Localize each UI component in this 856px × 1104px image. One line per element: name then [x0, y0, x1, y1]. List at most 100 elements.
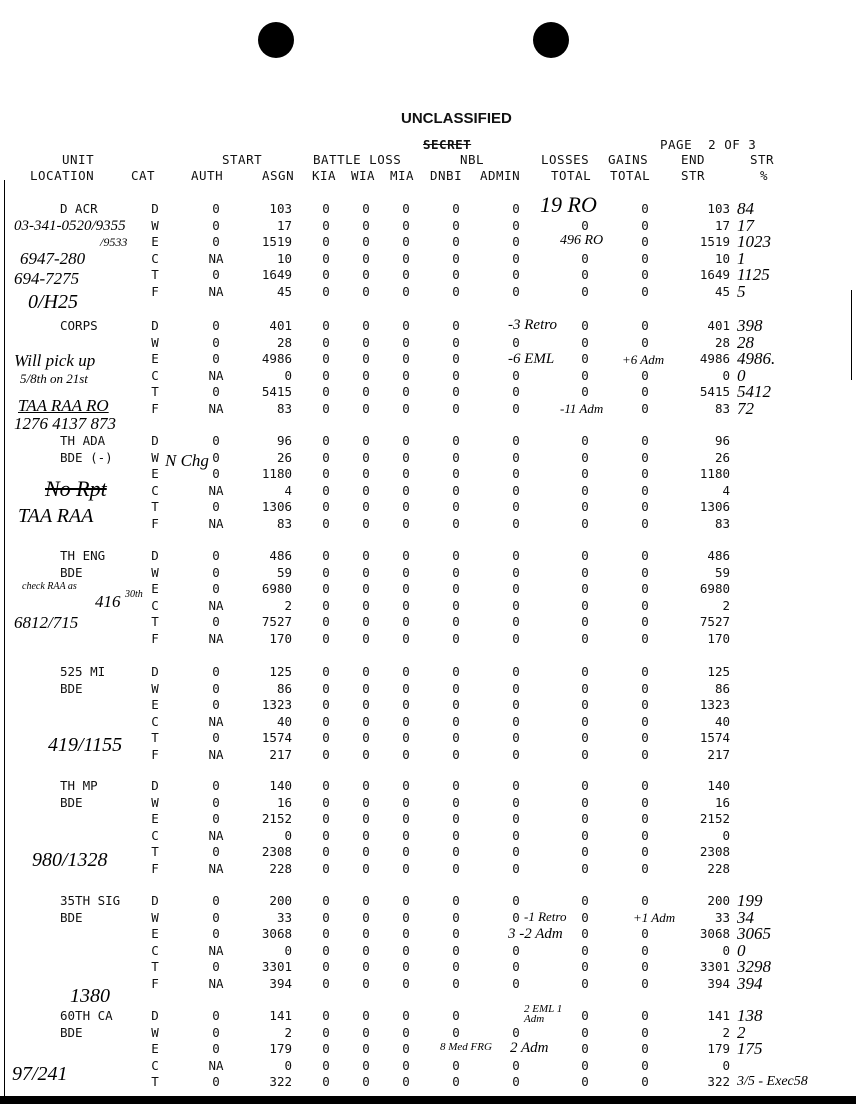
- cell-dnbi: 0: [452, 730, 460, 746]
- cell-asgn: 6980: [261, 581, 292, 597]
- cell-wia: 0: [362, 217, 370, 233]
- cell-kia: 0: [322, 548, 330, 563]
- cell-losses-total: 0: [581, 664, 589, 679]
- cell-kia: 0: [322, 747, 330, 762]
- cell-asgn: 200: [269, 893, 292, 908]
- header-gains: GAINS: [608, 152, 649, 167]
- cell-kia: 0: [322, 217, 330, 233]
- cell-mia: 0: [402, 284, 410, 299]
- handwritten-note: 3 -2 Adm: [508, 926, 563, 942]
- cell-losses-total: 0: [581, 499, 589, 515]
- cell-dnbi: 0: [452, 334, 460, 350]
- cell-auth: 0: [212, 1024, 220, 1040]
- cell-kia: 0: [322, 401, 330, 416]
- cell-admin: 0: [512, 597, 520, 613]
- cell-losses-total: 0: [581, 548, 589, 563]
- cell-mia: 0: [402, 730, 410, 746]
- handwritten-note: 03-341-0520/9355: [14, 218, 126, 234]
- cell-end-str: 1574: [699, 730, 730, 746]
- cell-end-str: 2: [722, 1024, 730, 1040]
- cell-gains-total: 0: [641, 334, 649, 350]
- cell-mia: 0: [402, 680, 410, 696]
- cell-cat: C: [151, 597, 159, 613]
- cell-end-str: 1180: [699, 466, 730, 482]
- cell-kia: 0: [322, 959, 330, 975]
- handwritten-str-value: 72: [737, 399, 754, 418]
- cell-wia: 0: [362, 597, 370, 613]
- cell-losses-total: 0: [581, 433, 589, 448]
- cell-kia: 0: [322, 1041, 330, 1057]
- cell-end-str: 4986: [699, 351, 730, 367]
- cell-losses-total: 0: [581, 1057, 589, 1073]
- cell-kia: 0: [322, 284, 330, 299]
- unit-name: D ACR: [60, 201, 98, 216]
- handwritten-note: 419/1155: [48, 734, 123, 756]
- cell-auth: NA: [208, 401, 224, 416]
- handwritten-str-value: 3/5 - Exec58: [737, 1074, 808, 1090]
- header-wia: WIA: [351, 168, 376, 183]
- cell-wia: 0: [362, 351, 370, 367]
- page-edge-line: [4, 180, 5, 1100]
- handwritten-str-value: 1023: [737, 232, 771, 252]
- cell-asgn: 28: [276, 334, 292, 350]
- cell-end-str: 394: [707, 976, 730, 991]
- cell-losses-total: 0: [581, 318, 589, 333]
- cell-kia: 0: [322, 482, 330, 498]
- cell-cat: C: [151, 250, 159, 266]
- cell-mia: 0: [402, 564, 410, 580]
- cell-end-str: 401: [707, 318, 730, 333]
- cell-kia: 0: [322, 201, 330, 216]
- cell-gains-total: 0: [641, 267, 649, 283]
- cell-cat: F: [151, 631, 159, 646]
- cell-cat: E: [151, 234, 159, 250]
- cell-asgn: 4: [284, 482, 292, 498]
- cell-auth: 0: [212, 926, 220, 942]
- handwritten-str-value: 5: [737, 282, 746, 301]
- cell-cat: C: [151, 367, 159, 383]
- cell-mia: 0: [402, 664, 410, 679]
- handwritten-note: 416: [95, 592, 121, 611]
- cell-gains-total: 0: [641, 747, 649, 762]
- cell-wia: 0: [362, 959, 370, 975]
- header-mia: MIA: [390, 168, 415, 183]
- handwritten-str-value: 34: [737, 907, 754, 927]
- cell-losses-total: 0: [581, 844, 589, 860]
- cell-auth: NA: [208, 631, 224, 646]
- cell-auth: 0: [212, 466, 220, 482]
- cell-gains-total: 0: [641, 680, 649, 696]
- cell-losses-total: 0: [581, 482, 589, 498]
- cell-cat: E: [151, 466, 159, 482]
- cell-admin: 0: [512, 844, 520, 860]
- cell-auth: 0: [212, 234, 220, 250]
- cell-losses-total: 0: [581, 449, 589, 465]
- handwritten-note: Will pick up: [14, 351, 96, 370]
- cell-kia: 0: [322, 926, 330, 942]
- cell-losses-total: 0: [581, 384, 589, 400]
- cell-asgn: 45: [276, 284, 292, 299]
- cell-kia: 0: [322, 234, 330, 250]
- cell-losses-total: 0: [581, 564, 589, 580]
- cell-cat: D: [151, 893, 159, 908]
- cell-gains-total: 0: [641, 217, 649, 233]
- cell-kia: 0: [322, 697, 330, 713]
- cell-dnbi: 0: [452, 713, 460, 729]
- cell-wia: 0: [362, 680, 370, 696]
- handwritten-str-value: 175: [737, 1039, 763, 1059]
- cell-cat: T: [151, 267, 159, 283]
- cell-admin: 0: [512, 548, 520, 563]
- handwritten-str-value: 1: [737, 248, 746, 268]
- cell-kia: 0: [322, 942, 330, 958]
- cell-cat: C: [151, 827, 159, 843]
- cell-asgn: 7527: [261, 614, 292, 630]
- cell-gains-total: 0: [641, 401, 649, 416]
- cell-wia: 0: [362, 449, 370, 465]
- cell-gains-total: 0: [641, 1008, 649, 1023]
- cell-end-str: 217: [707, 747, 730, 762]
- cell-end-str: 103: [707, 201, 730, 216]
- cell-dnbi: 0: [452, 811, 460, 827]
- header-end-str: STR: [681, 168, 706, 183]
- cell-gains-total: 0: [641, 1024, 649, 1040]
- cell-dnbi: 0: [452, 844, 460, 860]
- cell-mia: 0: [402, 597, 410, 613]
- cell-auth: NA: [208, 250, 224, 266]
